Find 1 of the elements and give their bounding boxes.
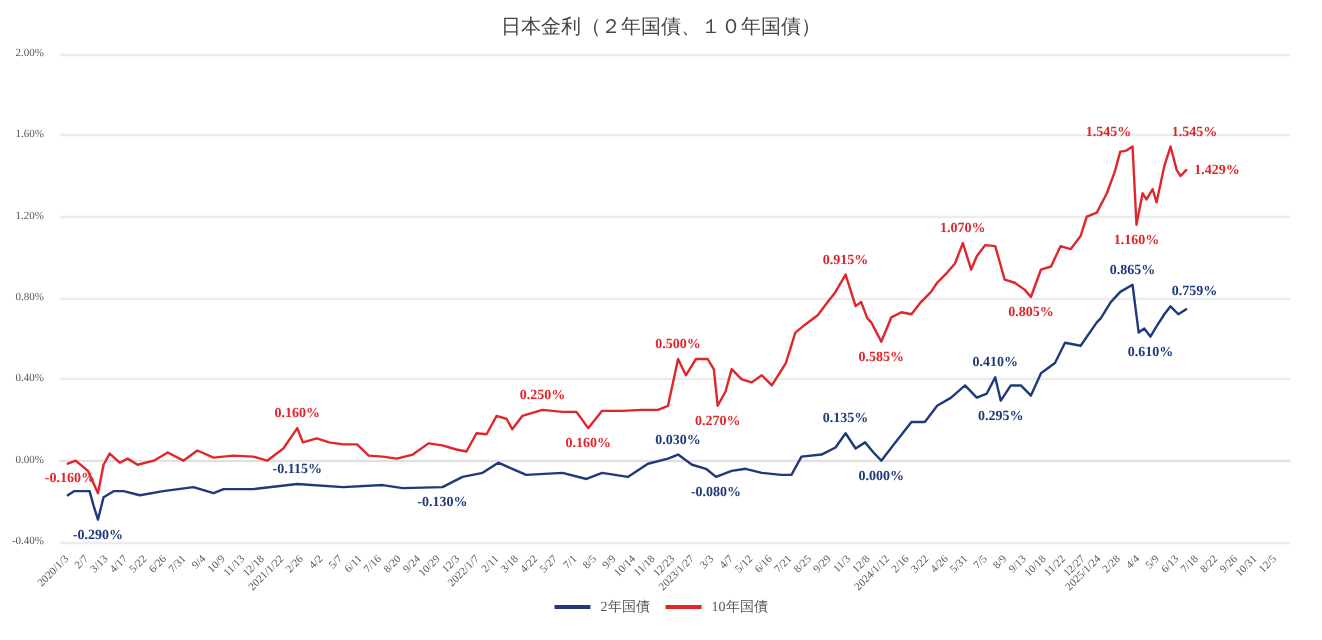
- chart-title: 日本金利（２年国債、１０年国債）: [501, 15, 821, 39]
